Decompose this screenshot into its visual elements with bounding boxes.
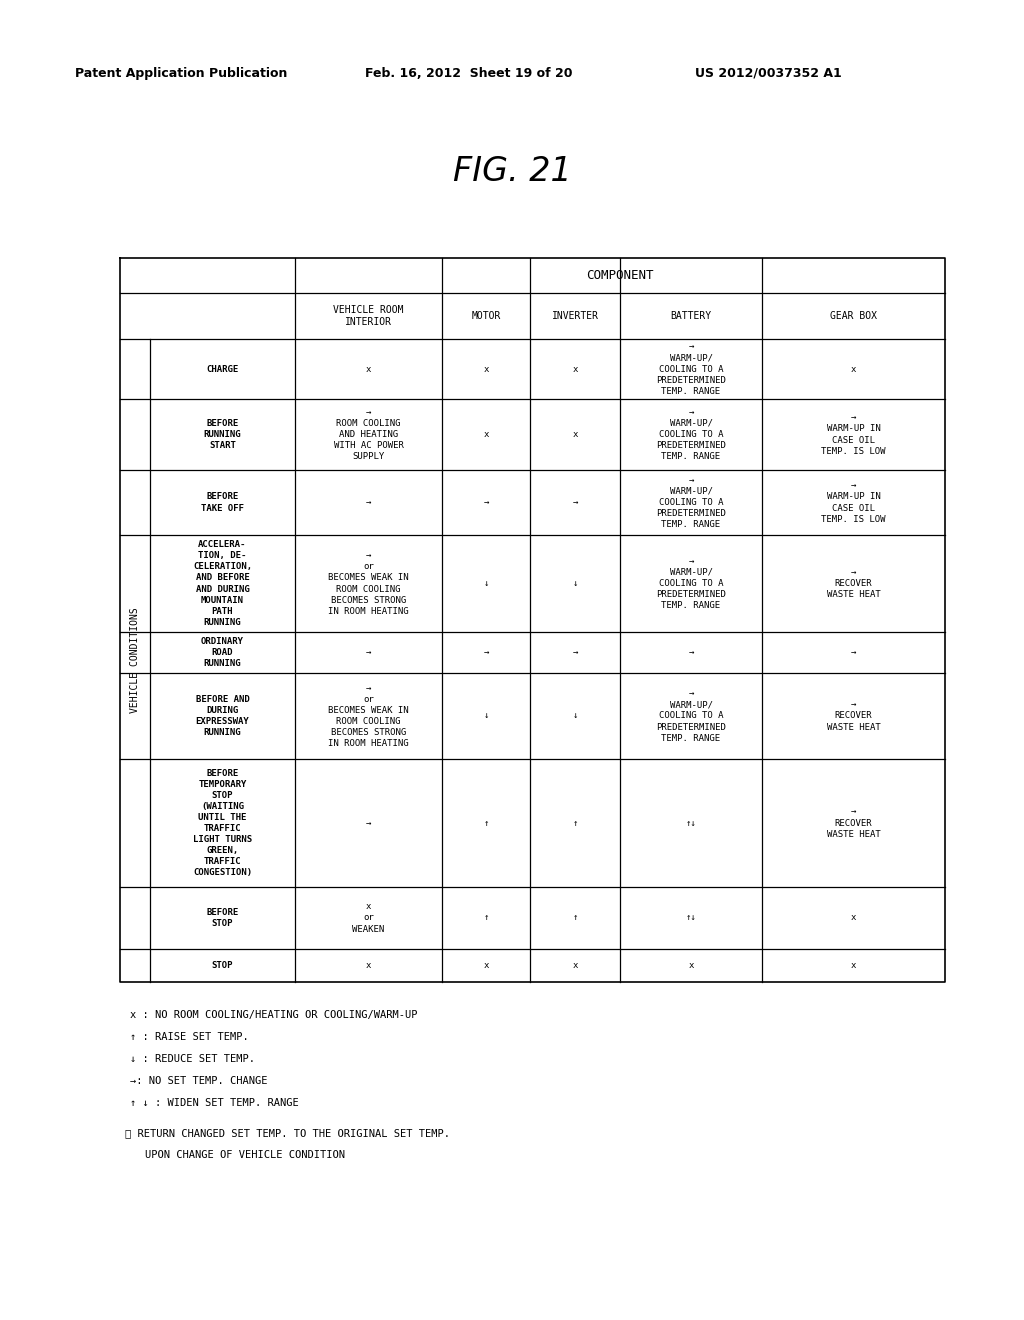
Text: Feb. 16, 2012  Sheet 19 of 20: Feb. 16, 2012 Sheet 19 of 20 xyxy=(365,67,572,81)
Text: BEFORE
RUNNING
START: BEFORE RUNNING START xyxy=(204,418,242,450)
Text: ↓: ↓ xyxy=(483,579,488,587)
Text: →
or
BECOMES WEAK IN
ROOM COOLING
BECOMES STRONG
IN ROOM HEATING: → or BECOMES WEAK IN ROOM COOLING BECOME… xyxy=(328,552,409,615)
Text: ↓ : REDUCE SET TEMP.: ↓ : REDUCE SET TEMP. xyxy=(130,1053,255,1064)
Text: FIG. 21: FIG. 21 xyxy=(453,154,571,187)
Text: ACCELERA-
TION, DE-
CELERATION,
AND BEFORE
AND DURING
MOUNTAIN
PATH
RUNNING: ACCELERA- TION, DE- CELERATION, AND BEFO… xyxy=(193,540,252,627)
Text: ↑ ↓ : WIDEN SET TEMP. RANGE: ↑ ↓ : WIDEN SET TEMP. RANGE xyxy=(130,1098,299,1107)
Text: →
RECOVER
WASTE HEAT: → RECOVER WASTE HEAT xyxy=(826,808,881,838)
Text: →
WARM-UP/
COOLING TO A
PREDETERMINED
TEMP. RANGE: → WARM-UP/ COOLING TO A PREDETERMINED TE… xyxy=(656,557,726,610)
Text: →: → xyxy=(483,498,488,507)
Text: x: x xyxy=(572,364,578,374)
Text: x: x xyxy=(483,430,488,440)
Text: x: x xyxy=(851,913,856,923)
Text: →
RECOVER
WASTE HEAT: → RECOVER WASTE HEAT xyxy=(826,701,881,731)
Text: →: NO SET TEMP. CHANGE: →: NO SET TEMP. CHANGE xyxy=(130,1076,267,1086)
Text: GEAR BOX: GEAR BOX xyxy=(830,312,877,321)
Text: x: x xyxy=(572,961,578,970)
Text: x: x xyxy=(851,961,856,970)
Text: x: x xyxy=(366,364,371,374)
Text: BEFORE
TAKE OFF: BEFORE TAKE OFF xyxy=(201,492,244,512)
Text: x
or
WEAKEN: x or WEAKEN xyxy=(352,903,385,933)
Text: ORDINARY
ROAD
RUNNING: ORDINARY ROAD RUNNING xyxy=(201,636,244,668)
Text: ↑: ↑ xyxy=(483,913,488,923)
Text: →
or
BECOMES WEAK IN
ROOM COOLING
BECOMES STRONG
IN ROOM HEATING: → or BECOMES WEAK IN ROOM COOLING BECOME… xyxy=(328,684,409,748)
Text: BEFORE
TEMPORARY
STOP
(WAITING
UNTIL THE
TRAFFIC
LIGHT TURNS
GREEN,
TRAFFIC
CONG: BEFORE TEMPORARY STOP (WAITING UNTIL THE… xyxy=(193,768,252,878)
Text: ↑: ↑ xyxy=(572,913,578,923)
Text: ↑: ↑ xyxy=(483,818,488,828)
Text: UPON CHANGE OF VEHICLE CONDITION: UPON CHANGE OF VEHICLE CONDITION xyxy=(145,1150,345,1160)
Text: US 2012/0037352 A1: US 2012/0037352 A1 xyxy=(695,67,842,81)
Text: →
WARM-UP/
COOLING TO A
PREDETERMINED
TEMP. RANGE: → WARM-UP/ COOLING TO A PREDETERMINED TE… xyxy=(656,475,726,529)
Text: BATTERY: BATTERY xyxy=(671,312,712,321)
Text: →: → xyxy=(688,648,693,657)
Text: CHARGE: CHARGE xyxy=(207,364,239,374)
Text: ↑: ↑ xyxy=(572,818,578,828)
Text: BEFORE AND
DURING
EXPRESSWAY
RUNNING: BEFORE AND DURING EXPRESSWAY RUNNING xyxy=(196,694,250,737)
Text: →: → xyxy=(366,498,371,507)
Text: x: x xyxy=(366,961,371,970)
Text: ↓: ↓ xyxy=(483,711,488,721)
Text: →: → xyxy=(483,648,488,657)
Text: →
WARM-UP/
COOLING TO A
PREDETERMINED
TEMP. RANGE: → WARM-UP/ COOLING TO A PREDETERMINED TE… xyxy=(656,342,726,396)
Text: →
WARM-UP IN
CASE OIL
TEMP. IS LOW: → WARM-UP IN CASE OIL TEMP. IS LOW xyxy=(821,482,886,524)
Text: ↑ : RAISE SET TEMP.: ↑ : RAISE SET TEMP. xyxy=(130,1032,249,1041)
Text: Patent Application Publication: Patent Application Publication xyxy=(75,67,288,81)
Text: →: → xyxy=(572,648,578,657)
Text: VEHICLE CONDITIONS: VEHICLE CONDITIONS xyxy=(130,607,140,713)
Text: x: x xyxy=(851,364,856,374)
Text: x : NO ROOM COOLING/HEATING OR COOLING/WARM-UP: x : NO ROOM COOLING/HEATING OR COOLING/W… xyxy=(130,1010,418,1020)
Text: INVERTER: INVERTER xyxy=(552,312,598,321)
Text: →: → xyxy=(851,648,856,657)
Text: ↑↓: ↑↓ xyxy=(686,913,696,923)
Text: →: → xyxy=(366,648,371,657)
Text: →
RECOVER
WASTE HEAT: → RECOVER WASTE HEAT xyxy=(826,568,881,599)
Text: →
ROOM COOLING
AND HEATING
WITH AC POWER
SUPPLY: → ROOM COOLING AND HEATING WITH AC POWER… xyxy=(334,408,403,461)
Text: →
WARM-UP IN
CASE OIL
TEMP. IS LOW: → WARM-UP IN CASE OIL TEMP. IS LOW xyxy=(821,413,886,455)
Text: ※ RETURN CHANGED SET TEMP. TO THE ORIGINAL SET TEMP.: ※ RETURN CHANGED SET TEMP. TO THE ORIGIN… xyxy=(125,1129,450,1138)
Text: x: x xyxy=(483,364,488,374)
Text: x: x xyxy=(572,430,578,440)
Text: MOTOR: MOTOR xyxy=(471,312,501,321)
Text: →: → xyxy=(366,818,371,828)
Text: STOP: STOP xyxy=(212,961,233,970)
Text: →: → xyxy=(572,498,578,507)
Text: →
WARM-UP/
COOLING TO A
PREDETERMINED
TEMP. RANGE: → WARM-UP/ COOLING TO A PREDETERMINED TE… xyxy=(656,408,726,461)
Text: VEHICLE ROOM
INTERIOR: VEHICLE ROOM INTERIOR xyxy=(333,305,403,327)
Text: x: x xyxy=(483,961,488,970)
Text: →
WARM-UP/
COOLING TO A
PREDETERMINED
TEMP. RANGE: → WARM-UP/ COOLING TO A PREDETERMINED TE… xyxy=(656,689,726,743)
Text: ↓: ↓ xyxy=(572,579,578,587)
Text: x: x xyxy=(688,961,693,970)
Text: BEFORE
STOP: BEFORE STOP xyxy=(207,908,239,928)
Text: ↑↓: ↑↓ xyxy=(686,818,696,828)
Text: ↓: ↓ xyxy=(572,711,578,721)
Text: COMPONENT: COMPONENT xyxy=(587,269,653,282)
